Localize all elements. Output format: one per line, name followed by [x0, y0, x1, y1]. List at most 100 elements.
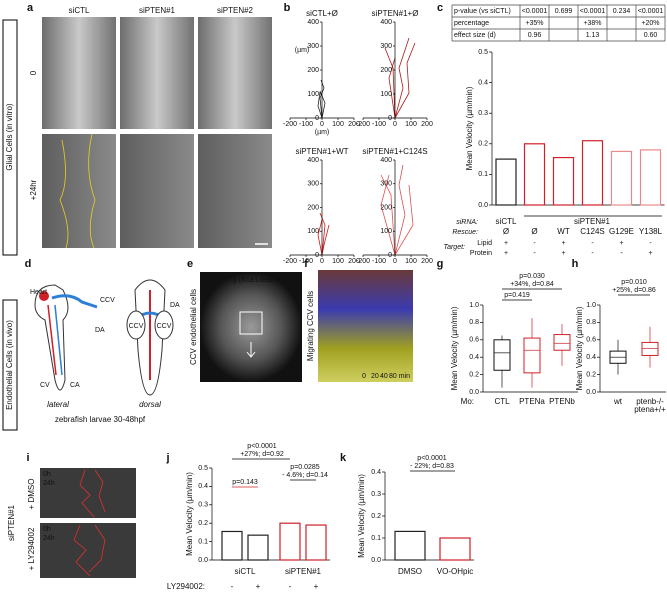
label: +34%, d=0.84: [510, 281, 554, 288]
label: LY294002:: [167, 582, 205, 591]
bar: [610, 150, 633, 206]
y-tick-label: 0.6: [469, 337, 479, 344]
y-tick-label: 0: [315, 115, 319, 122]
label: +27%; d=0.92: [240, 451, 284, 458]
y-axis-label: Mean Velocity (µm/min): [185, 472, 194, 556]
row-label: Rescue:: [452, 229, 478, 236]
label: siPTEN#1: [7, 504, 16, 541]
label: WT: [557, 227, 570, 236]
panel-letter: i: [26, 452, 29, 464]
y-tick-label: 0.5: [478, 49, 488, 56]
y-tick-label: 300: [307, 43, 319, 50]
label: 0h: [43, 526, 51, 533]
y-tick-label: 200: [307, 67, 319, 74]
bar: [552, 156, 575, 206]
y-tick-label: 400: [380, 157, 392, 164]
y-tick-label: 200: [380, 204, 392, 211]
label: Mo:: [461, 397, 474, 406]
x-tick-label: 200: [348, 258, 360, 265]
y-tick-label: 0.8: [586, 319, 596, 326]
side-box: [2, 299, 18, 431]
label: 0: [362, 373, 366, 380]
x-tick-label: -200: [283, 258, 297, 265]
label: 40: [380, 373, 388, 380]
label: + LY294002: [27, 527, 36, 570]
bar: [394, 530, 426, 561]
x-tick-label: 100: [332, 258, 344, 265]
box: [493, 339, 511, 371]
label: Protein: [470, 250, 492, 257]
zebrafish-diagram: [34, 279, 174, 396]
y-tick-label: 100: [307, 228, 319, 235]
y-tick-label: 0.3: [478, 110, 488, 117]
side-box: [2, 19, 18, 256]
inset-box: [239, 311, 263, 335]
bar: [247, 534, 269, 561]
y-tick-label: 0.0: [586, 389, 596, 396]
y-tick-label: 0.8: [469, 319, 479, 326]
panel-letter: b: [284, 2, 291, 14]
y-tick-label: 0.1: [198, 538, 208, 545]
x-tick-label: PTENb: [549, 397, 575, 406]
x-tick-label: -100: [299, 258, 313, 265]
x-tick-label: 200: [348, 121, 360, 128]
y-tick-label: 0.0: [469, 389, 479, 396]
y-tick-label: 0.0: [371, 557, 381, 564]
label: DA: [95, 327, 105, 334]
label: Lipid: [477, 240, 492, 247]
box: [553, 334, 571, 351]
x-tick-label: -100: [299, 121, 313, 128]
x-tick-label: 0: [320, 121, 324, 128]
x-tick-label: wt: [613, 397, 623, 406]
panel-letter: f: [304, 258, 308, 270]
y-tick-label: 400: [307, 19, 319, 26]
y-tick-label: 1.0: [469, 302, 479, 309]
panel-letter: c: [437, 2, 443, 14]
x-tick-label: -200: [356, 121, 370, 128]
y-axis-label: Mean Velocity (µm/min): [575, 306, 584, 390]
image: [200, 272, 302, 382]
label: 20: [371, 373, 379, 380]
label: p=0.419: [504, 292, 530, 299]
y-tick-label: 0.1: [371, 535, 381, 542]
x-tick-label: -100: [372, 258, 386, 265]
table-header: percentage: [454, 20, 489, 27]
arrow: [246, 342, 256, 358]
y-tick-label: 0.3: [371, 491, 381, 498]
y-tick-label: 400: [307, 157, 319, 164]
y-tick-label: 0.4: [586, 354, 596, 361]
label: DA: [170, 302, 180, 309]
x-tick-label: 100: [332, 121, 344, 128]
label: siCTL: [69, 6, 90, 15]
x-tick-label: 200: [421, 121, 433, 128]
label: +24hr: [29, 179, 38, 200]
label: -: [289, 582, 292, 591]
label: G129E: [609, 227, 634, 236]
y-tick-label: 0.2: [586, 371, 596, 378]
label: + DMSO: [27, 479, 36, 510]
panel-letter: a: [27, 2, 34, 14]
x-tick-label: 0: [393, 258, 397, 265]
y-tick-label: 0.4: [469, 354, 479, 361]
y-tick-label: 1.0: [586, 302, 596, 309]
label: 0h: [43, 471, 51, 478]
label: siCTL: [235, 567, 256, 576]
label: +: [314, 582, 319, 591]
y-tick-label: 400: [380, 19, 392, 26]
label: +: [561, 250, 565, 257]
y-tick-label: 200: [307, 204, 319, 211]
row-label: siRNA:: [456, 219, 478, 226]
label: 24h: [43, 535, 55, 542]
y-tick-label: 0.0: [478, 202, 488, 209]
label: siPTEN#1: [139, 6, 176, 15]
y-tick-label: 0.6: [586, 337, 596, 344]
label: Migrating CCV cells: [306, 291, 315, 361]
y-tick-label: 0.2: [478, 141, 488, 148]
label: +: [648, 250, 652, 257]
y-tick-label: 300: [380, 43, 392, 50]
table-cell: 0.96: [528, 32, 542, 39]
label: siPTEN#1: [285, 567, 322, 576]
label: CCV: [129, 323, 144, 330]
panel-i-images: [40, 468, 136, 578]
label: CCV endothelial cells: [189, 289, 198, 365]
